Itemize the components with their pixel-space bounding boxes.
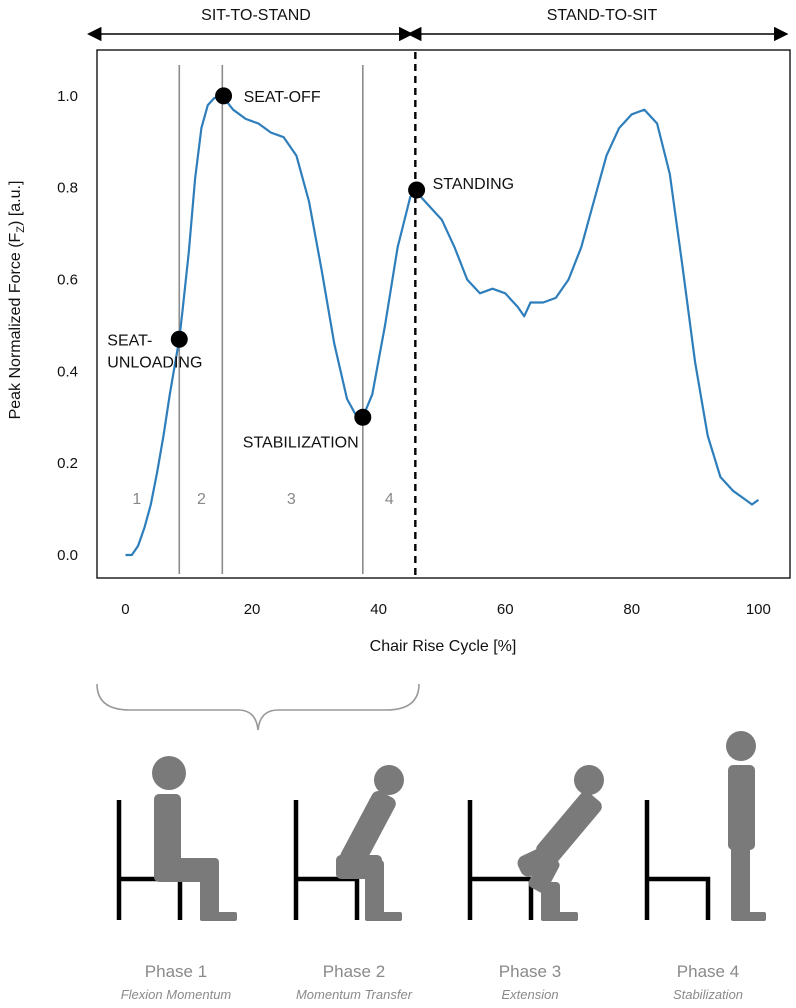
x-tick-label: 40 — [370, 601, 387, 618]
phase-1-subtitle: Flexion Momentum — [120, 987, 232, 1002]
y-axis-title-main: Peak Normalized Force (F — [7, 232, 24, 419]
plot: 1 2 3 4 SEAT-UNLOADING SEAT-OFF STABILIZATION… — [7, 49, 791, 655]
x-tick-label: 0 — [121, 601, 129, 618]
stabilization-marker — [354, 408, 372, 426]
y-tick-label: 1.0 — [57, 88, 78, 105]
phase-3-illustration — [467, 765, 604, 921]
phase-numbers: 1 2 3 4 — [132, 491, 394, 508]
x-tick-label: 60 — [497, 601, 514, 618]
phase-3-subtitle: Extension — [501, 987, 559, 1002]
y-tick-label: 0.0 — [57, 547, 78, 564]
phase-1-illustration — [116, 756, 237, 921]
stand-to-sit-label: STAND-TO-SIT — [547, 7, 658, 24]
phase-1-title: Phase 1 — [144, 962, 208, 981]
y-tick-label: 0.2 — [57, 455, 78, 472]
x-tick-label: 80 — [623, 601, 640, 618]
phase-header: SIT-TO-STAND STAND-TO-SIT — [87, 7, 789, 42]
phase-4-subtitle: Stabilization — [672, 987, 744, 1002]
sit-to-stand-label: SIT-TO-STAND — [201, 7, 311, 24]
seat-unloading-marker — [170, 330, 188, 348]
y-axis-title-subscript: Z — [15, 226, 27, 233]
phase-number-1: 1 — [132, 491, 141, 508]
stabilization-label: STABILIZATION — [243, 434, 359, 451]
sit-to-stand-brace — [96, 683, 420, 731]
y-axis-ticks: 0.0 0.2 0.4 0.6 0.8 1.0 — [57, 88, 78, 564]
seat-off-label: SEAT-OFF — [244, 89, 321, 106]
chair-icon — [644, 800, 711, 920]
phase-number-3: 3 — [287, 491, 296, 508]
phase-3-title: Phase 3 — [498, 962, 562, 981]
standing-marker — [408, 181, 426, 199]
person-sitting-icon — [152, 756, 237, 921]
phase-number-2: 2 — [197, 491, 206, 508]
person-rising-icon — [517, 765, 604, 921]
event-markers: SEAT-UNLOADING SEAT-OFF STABILIZATION STAND… — [107, 87, 514, 451]
phase-2-illustration — [293, 765, 404, 921]
phase-number-4: 4 — [385, 491, 394, 508]
force-curve-line — [125, 94, 760, 557]
seat-off-marker — [215, 87, 233, 105]
x-tick-label: 20 — [244, 601, 261, 618]
y-tick-label: 0.4 — [57, 363, 78, 380]
standing-label: STANDING — [433, 176, 514, 193]
phase-4-title: Phase 4 — [676, 962, 740, 981]
plot-frame — [96, 49, 791, 579]
y-tick-label: 0.8 — [57, 180, 78, 197]
phase-2-title: Phase 2 — [322, 962, 386, 981]
x-tick-label: 100 — [746, 601, 771, 618]
y-axis-title: Peak Normalized Force (FZ) [a.u.] — [7, 181, 27, 420]
y-tick-label: 0.6 — [57, 272, 78, 289]
phase-4-illustration — [644, 731, 766, 921]
x-axis-ticks: 0 20 40 60 80 100 — [121, 601, 771, 618]
phase-2-subtitle: Momentum Transfer — [295, 987, 413, 1002]
x-axis-title: Chair Rise Cycle [%] — [370, 638, 517, 655]
person-leaning-icon — [336, 765, 404, 921]
person-standing-icon — [726, 731, 766, 921]
y-axis-title-tail: ) [a.u.] — [7, 181, 24, 226]
seat-unloading-label: SEAT-UNLOADING — [107, 332, 202, 371]
phase-dividers — [178, 65, 364, 574]
